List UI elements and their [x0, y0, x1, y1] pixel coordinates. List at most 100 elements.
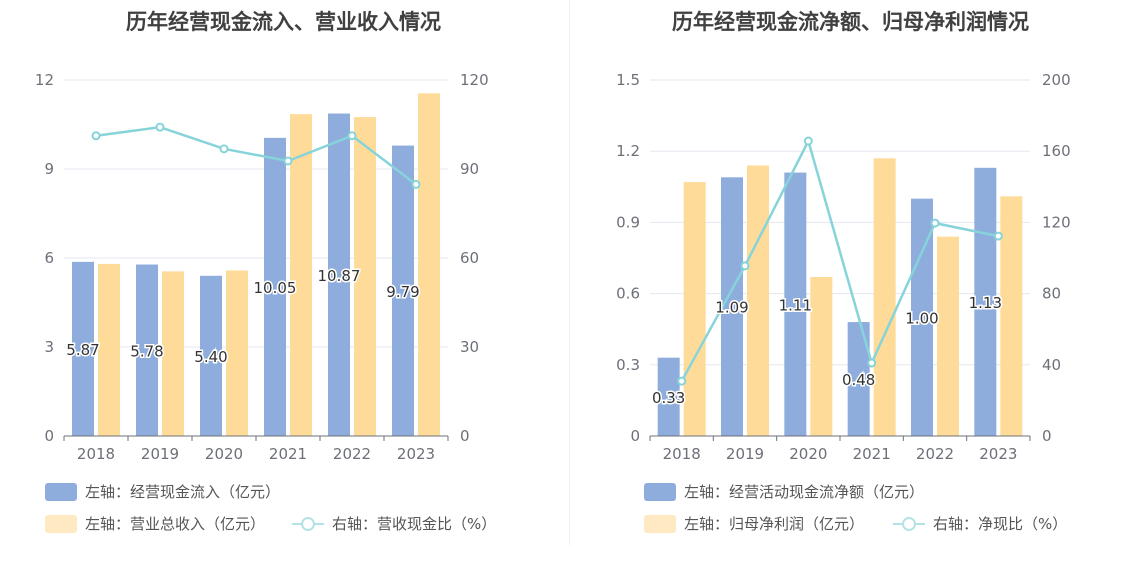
bar — [810, 276, 833, 436]
legend-item-series-1[interactable]: 左轴：归母净利润（亿元） — [644, 513, 864, 534]
right-axis-tick-label: 60 — [460, 249, 479, 267]
bar — [98, 263, 120, 436]
bar-data-label: 10.87 — [318, 267, 361, 285]
x-axis-category-label: 2021 — [269, 445, 307, 463]
left-axis-tick-label: 6 — [44, 249, 54, 267]
right-axis-tick-label: 120 — [460, 71, 489, 89]
chart-plot-area: 0 0 0.3 40 0.6 80 0.9 120 1.2 160 1.5 200 2018 2019 20… — [616, 71, 1071, 463]
legend-label: 右轴：净现比（%） — [933, 515, 1068, 533]
legend-swatch-icon — [644, 514, 676, 533]
right-axis-tick-label: 0 — [460, 427, 470, 445]
right-axis-tick-label: 40 — [1042, 356, 1061, 374]
line-point — [411, 179, 421, 189]
legend-line-marker-icon — [893, 516, 925, 531]
bar — [264, 137, 286, 436]
left-axis-tick-label: 0.9 — [616, 213, 640, 231]
legend-item-series-1[interactable]: 左轴：营业总收入（亿元） — [45, 513, 265, 534]
chart-plot-area: 0 0 3 30 6 60 9 90 12 120 2018 2019 2020 2021 2022 2023… — [35, 71, 489, 463]
bar — [657, 357, 680, 436]
bar — [392, 145, 414, 436]
line-point — [803, 136, 813, 146]
legend-line-marker-icon — [292, 516, 324, 531]
x-axis-category-label: 2018 — [663, 445, 701, 463]
bar — [873, 158, 896, 436]
bar — [911, 198, 933, 436]
left-axis-tick-label: 1.2 — [616, 142, 640, 160]
bar — [1000, 196, 1023, 436]
right-axis-tick-label: 0 — [1042, 427, 1052, 445]
chart-title: 历年经营现金流净额、归母净利润情况 — [672, 10, 1029, 34]
line-point — [740, 261, 750, 271]
panel-divider — [569, 0, 570, 545]
bar-data-label: 5.87 — [66, 341, 99, 359]
legend-item-series-2[interactable]: 右轴：净现比（%） — [893, 513, 1067, 534]
legend-swatch-icon — [45, 482, 77, 501]
legend-item-series-0[interactable]: 左轴：经营活动现金流净额（亿元） — [644, 481, 924, 502]
right-axis-tick-label: 80 — [1042, 285, 1061, 303]
bar — [721, 177, 743, 436]
legend-swatch-icon — [644, 482, 676, 501]
right-axis-tick-label: 90 — [460, 160, 479, 178]
line-point — [993, 231, 1003, 241]
legend-swatch-icon — [45, 514, 77, 533]
legend-label: 左轴：归母净利润（亿元） — [684, 515, 865, 533]
bar — [418, 93, 440, 436]
chart-title: 历年经营现金流入、营业收入情况 — [126, 10, 441, 34]
x-axis-category-label: 2020 — [205, 445, 243, 463]
bar-data-label: 1.13 — [969, 294, 1002, 312]
left-axis-tick-label: 0.3 — [616, 356, 640, 374]
bar — [354, 117, 376, 436]
bar — [136, 264, 158, 436]
left-axis-tick-label: 12 — [35, 71, 54, 89]
legend-item-series-2[interactable]: 右轴：营收现金比（%） — [292, 513, 496, 534]
bar — [683, 182, 706, 436]
legend-label: 左轴：经营活动现金流净额（亿元） — [684, 483, 925, 501]
bar-data-label: 0.33 — [652, 389, 685, 407]
legend-label: 左轴：经营现金流入（亿元） — [85, 483, 281, 501]
line-point — [677, 376, 687, 386]
bar-data-label: 1.11 — [779, 296, 812, 314]
bar — [747, 165, 769, 436]
legend-label: 左轴：营业总收入（亿元） — [85, 515, 266, 533]
bar-data-label: 0.48 — [842, 371, 875, 389]
line-point — [867, 358, 877, 368]
x-axis-category-label: 2022 — [333, 445, 371, 463]
x-axis-category-label: 2023 — [979, 445, 1017, 463]
line-series-path — [680, 137, 999, 382]
line-point — [930, 218, 940, 228]
line-point — [219, 144, 229, 154]
line-point — [91, 131, 101, 141]
bar — [200, 275, 222, 436]
bar — [162, 271, 184, 436]
bar-data-label: 1.09 — [715, 299, 748, 317]
x-axis-category-label: 2019 — [726, 445, 764, 463]
left-axis-tick-label: 9 — [44, 160, 54, 178]
left-axis-tick-label: 3 — [44, 338, 54, 356]
bar-data-label: 9.79 — [386, 283, 419, 301]
chart-panel-net-cash-flow: 历年经营现金流净额、归母净利润情况 0 0 0.3 40 0.6 80 0.9 120 1.2 1… — [567, 0, 1134, 582]
line-point — [347, 131, 357, 141]
right-axis-tick-label: 160 — [1042, 142, 1071, 160]
x-axis-category-label: 2018 — [77, 445, 115, 463]
bar — [937, 236, 959, 436]
bar — [226, 270, 248, 436]
right-axis-tick-label: 200 — [1042, 71, 1071, 89]
x-axis-category-label: 2023 — [397, 445, 435, 463]
bar-data-label: 1.00 — [905, 309, 938, 327]
chart-panel-cash-inflow: 历年经营现金流入、营业收入情况 0 0 3 30 6 60 9 90 12 120 2018 2019… — [35, 10, 496, 534]
left-axis-tick-label: 0 — [44, 427, 54, 445]
legend-label: 右轴：营收现金比（%） — [332, 515, 497, 533]
line-point — [283, 156, 293, 166]
line-point — [155, 122, 165, 132]
right-axis-tick-label: 120 — [1042, 213, 1071, 231]
left-axis-tick-label: 0.6 — [616, 285, 640, 303]
bar-data-label: 10.05 — [254, 279, 297, 297]
bar — [72, 261, 94, 436]
left-axis-tick-label: 0 — [630, 427, 640, 445]
bar — [290, 114, 312, 436]
right-axis-tick-label: 30 — [460, 338, 479, 356]
legend-item-series-0[interactable]: 左轴：经营现金流入（亿元） — [45, 481, 280, 502]
x-axis-category-label: 2020 — [789, 445, 827, 463]
bar — [328, 113, 350, 437]
bar — [847, 322, 870, 436]
